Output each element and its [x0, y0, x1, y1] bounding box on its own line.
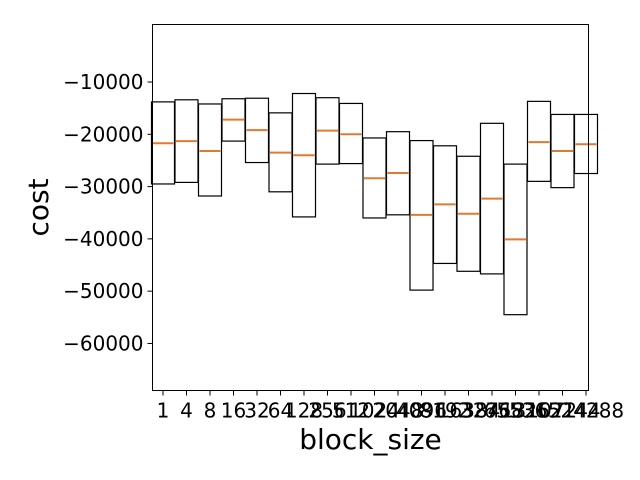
- y-tick-label: −50000: [63, 279, 143, 303]
- box-65536: [503, 163, 528, 316]
- x-tick-label: 8: [204, 399, 217, 423]
- y-tick-label: −60000: [63, 331, 143, 355]
- y-axis-label: cost: [22, 178, 55, 236]
- y-axis: −60000 −50000 −40000 −30000 −20000 −10000: [63, 70, 153, 355]
- box-524288: [573, 113, 599, 175]
- box-8: [197, 103, 223, 197]
- plot-area: [150, 92, 599, 316]
- x-axis: 1 4 8 1632641282565121024204840968192163843…: [157, 390, 624, 423]
- x-tick-label: 128: [285, 399, 323, 423]
- x-tick-label: 2048: [373, 399, 424, 423]
- x-tick-label: 524288: [548, 399, 624, 423]
- x-tick-label: 32768: [460, 399, 524, 423]
- x-tick-label: 1: [157, 399, 170, 423]
- box-512: [338, 102, 364, 165]
- x-tick-label: 256: [308, 399, 346, 423]
- x-tick-label: 8192: [420, 399, 471, 423]
- x-tick-label: 4096: [396, 399, 447, 423]
- x-tick-label: 131072: [501, 399, 577, 423]
- x-tick-label: 262144: [524, 399, 600, 423]
- x-tick-label: 1024: [349, 399, 400, 423]
- x-axis-label: block_size: [299, 423, 442, 456]
- x-tick-label: 512: [332, 399, 370, 423]
- x-tick-label: 65536: [484, 399, 548, 423]
- x-tick-label: 16: [221, 399, 246, 423]
- y-tick-label: −20000: [63, 122, 143, 146]
- y-tick-label: −30000: [63, 175, 143, 199]
- y-tick-label: −40000: [63, 227, 143, 251]
- x-tick-label: 64: [268, 399, 293, 423]
- x-tick-label: 32: [244, 399, 269, 423]
- y-tick-label: −10000: [63, 70, 143, 94]
- axes-frame: [152, 24, 589, 391]
- x-tick-label: 16384: [437, 399, 501, 423]
- x-tick-label: 4: [180, 399, 193, 423]
